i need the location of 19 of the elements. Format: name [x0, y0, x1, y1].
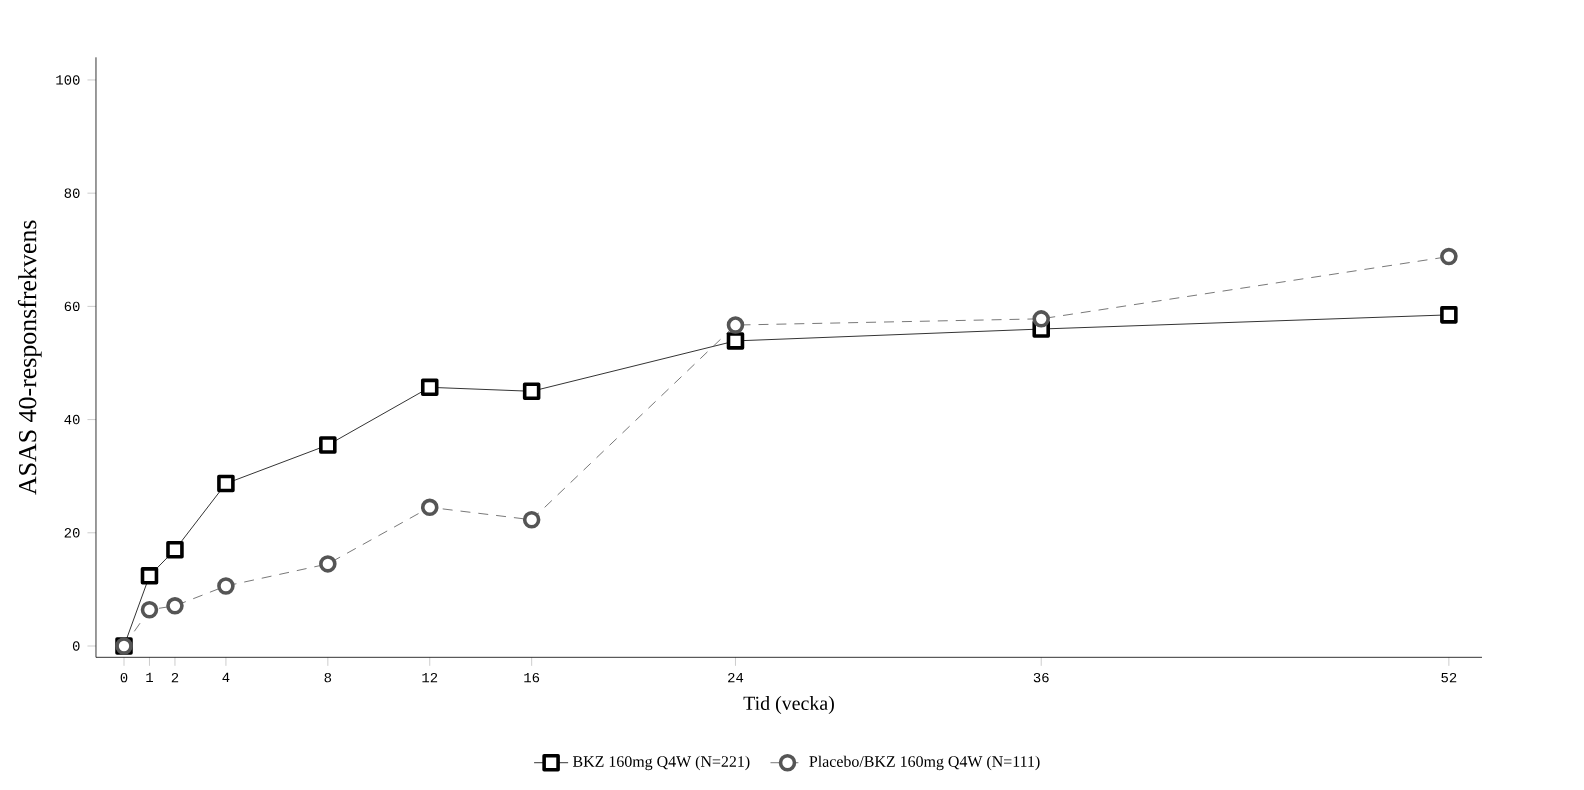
point [217, 577, 235, 595]
point [1032, 310, 1050, 328]
point [420, 498, 439, 517]
y-axis-title: ASAS 40-responsfrekvens [17, 220, 42, 495]
point [420, 378, 439, 397]
point [217, 474, 235, 493]
point [319, 436, 337, 454]
point [522, 382, 541, 401]
point [140, 601, 159, 619]
point [166, 597, 184, 615]
point [1440, 306, 1458, 324]
point [726, 332, 745, 350]
point [166, 541, 184, 559]
point [522, 511, 541, 529]
point [140, 567, 159, 585]
point [319, 555, 337, 573]
point [726, 316, 745, 334]
x-axis-title: Tid (vecka) [743, 695, 834, 715]
point [1440, 247, 1458, 266]
